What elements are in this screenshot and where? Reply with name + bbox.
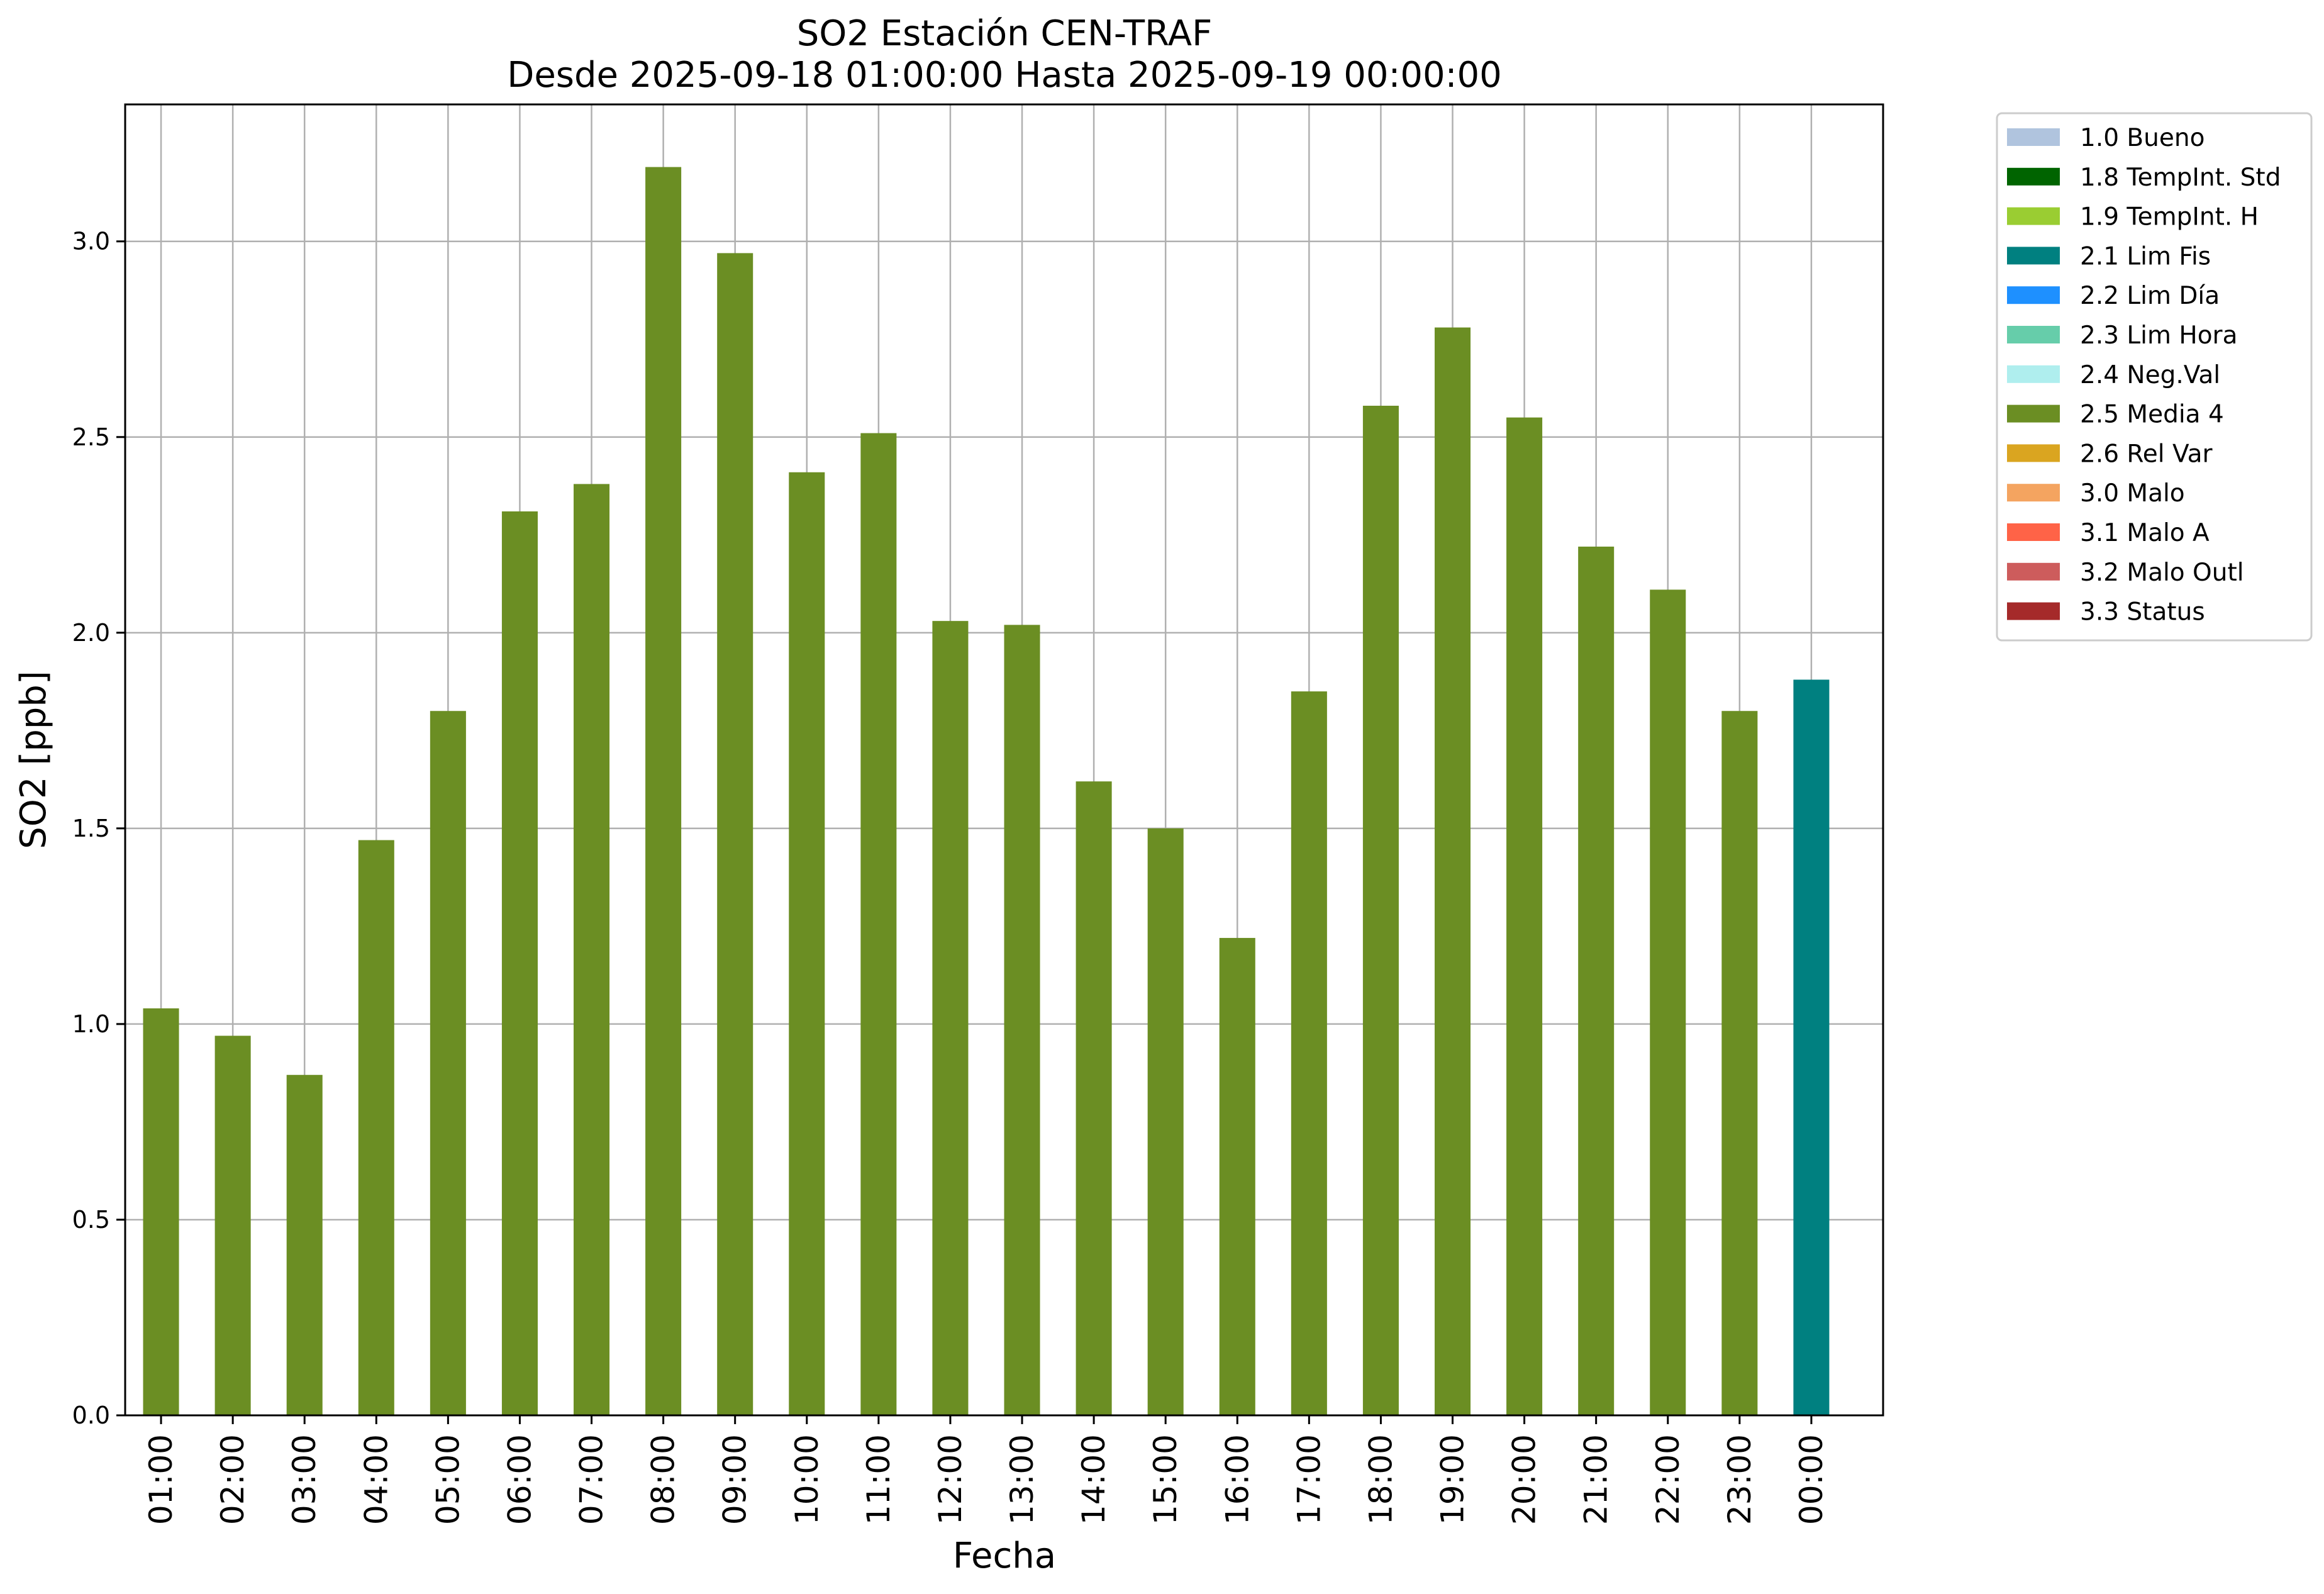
legend-swatch: [2007, 602, 2060, 620]
x-axis-label: Fecha: [953, 1535, 1056, 1576]
bar-09:00: [717, 253, 753, 1415]
y-tick-label: 1.0: [72, 1010, 110, 1038]
y-tick-label: 0.0: [72, 1402, 110, 1429]
x-tick-label: 17:00: [1291, 1434, 1327, 1525]
bar-08:00: [645, 167, 682, 1416]
bar-21:00: [1578, 546, 1615, 1415]
x-tick-label: 22:00: [1650, 1434, 1686, 1525]
legend-label: 3.1 Malo A: [2080, 519, 2210, 547]
x-tick-label: 08:00: [645, 1434, 682, 1525]
legend-label: 1.9 TempInt. H: [2080, 203, 2259, 231]
x-tick-label: 23:00: [1721, 1434, 1758, 1525]
legend-swatch: [2007, 207, 2060, 225]
x-tick-label: 09:00: [717, 1434, 753, 1525]
x-axis-ticks: 01:00 02:00 03:00 04:00 05:00 06:00 07:00 08:00…: [143, 1415, 1830, 1525]
legend-swatch: [2007, 167, 2060, 186]
x-tick-label: 21:00: [1578, 1434, 1615, 1525]
legend-swatch: [2007, 404, 2060, 423]
bar-22:00: [1650, 589, 1686, 1415]
bar-10:00: [789, 472, 825, 1415]
plot-frame: [124, 103, 1884, 1417]
x-tick-label: 02:00: [214, 1434, 251, 1525]
legend-swatch: [2007, 523, 2060, 541]
bar-15:00: [1147, 828, 1184, 1415]
legend-swatch: [2007, 326, 2060, 343]
x-tick-label: 05:00: [430, 1434, 466, 1525]
x-tick-label: 18:00: [1362, 1434, 1399, 1525]
x-tick-label: 04:00: [358, 1434, 394, 1525]
bar-06:00: [501, 511, 538, 1415]
legend-label: 2.4 Neg.Val: [2080, 361, 2220, 389]
chart-title-line-1: SO2 Estación CEN-TRAF: [797, 13, 1213, 54]
legend-label: 2.2 Lim Día: [2080, 282, 2220, 310]
bar-19:00: [1434, 327, 1471, 1415]
legend-label: 2.3 Lim Hora: [2080, 321, 2238, 350]
legend-swatch: [2007, 128, 2060, 146]
bars: [143, 167, 1830, 1416]
bar-17:00: [1291, 691, 1327, 1415]
bar-05:00: [430, 711, 466, 1415]
y-tick-label: 0.5: [72, 1206, 110, 1234]
x-tick-label: 20:00: [1506, 1434, 1543, 1525]
legend-label: 3.0 Malo: [2080, 479, 2185, 508]
x-tick-label: 06:00: [501, 1434, 538, 1525]
chart-title-line-2: Desde 2025-09-18 01:00:00 Hasta 2025-09-…: [507, 55, 1502, 96]
legend-swatch: [2007, 365, 2060, 383]
x-tick-label: 03:00: [286, 1434, 323, 1525]
x-tick-label: 14:00: [1076, 1434, 1112, 1525]
x-tick-label: 13:00: [1004, 1434, 1040, 1525]
legend-label: 3.3 Status: [2080, 598, 2205, 627]
legend-label: 1.8 TempInt. Std: [2080, 164, 2281, 192]
legend-swatch: [2007, 562, 2060, 581]
legend-frame: [1996, 112, 2313, 642]
bar-04:00: [358, 840, 394, 1415]
bar-18:00: [1362, 406, 1399, 1415]
x-tick-label: 15:00: [1147, 1434, 1184, 1525]
bar-02:00: [214, 1035, 251, 1415]
bar-03:00: [286, 1074, 323, 1415]
legend-swatch: [2007, 247, 2060, 265]
y-tick-label: 1.5: [72, 815, 110, 842]
legend-label: 2.5 Media 4: [2080, 401, 2224, 429]
y-axis-label: SO2 [ppb]: [13, 671, 54, 849]
bar-20:00: [1506, 417, 1543, 1415]
bar-12:00: [932, 621, 969, 1415]
bar-16:00: [1219, 938, 1255, 1415]
y-tick-label: 3.0: [72, 228, 110, 255]
x-tick-label: 19:00: [1435, 1434, 1471, 1525]
x-tick-label: 12:00: [932, 1434, 969, 1525]
bar-13:00: [1004, 625, 1040, 1415]
x-tick-label: 07:00: [574, 1434, 610, 1525]
legend-swatch: [2007, 444, 2060, 462]
y-axis-ticks: 0.0 0.5 1.0 1.5 2.0 2.5 3.0: [72, 228, 125, 1429]
legend: 1.0 Bueno 1.8 TempInt. Std 1.9 TempInt. H 2…: [1996, 112, 2313, 642]
legend-label: 2.6 Rel Var: [2080, 440, 2213, 468]
legend-swatch: [2007, 286, 2060, 304]
bar-14:00: [1076, 781, 1112, 1415]
bar-07:00: [574, 484, 610, 1415]
bar-00:00: [1793, 679, 1830, 1415]
x-tick-label: 11:00: [860, 1434, 897, 1525]
x-tick-label: 10:00: [789, 1434, 825, 1525]
legend-label: 2.1 Lim Fis: [2080, 242, 2211, 270]
legend-swatch: [2007, 484, 2060, 502]
legend-label: 3.2 Malo Outl: [2080, 559, 2244, 587]
bar-11:00: [860, 433, 897, 1416]
x-tick-label: 00:00: [1793, 1434, 1830, 1525]
y-tick-label: 2.0: [72, 619, 110, 647]
bar-01:00: [143, 1008, 179, 1415]
legend-label: 1.0 Bueno: [2080, 124, 2204, 152]
y-tick-label: 2.5: [72, 423, 110, 451]
bar-23:00: [1721, 711, 1758, 1415]
x-tick-label: 01:00: [143, 1434, 179, 1525]
x-tick-label: 16:00: [1219, 1434, 1255, 1525]
